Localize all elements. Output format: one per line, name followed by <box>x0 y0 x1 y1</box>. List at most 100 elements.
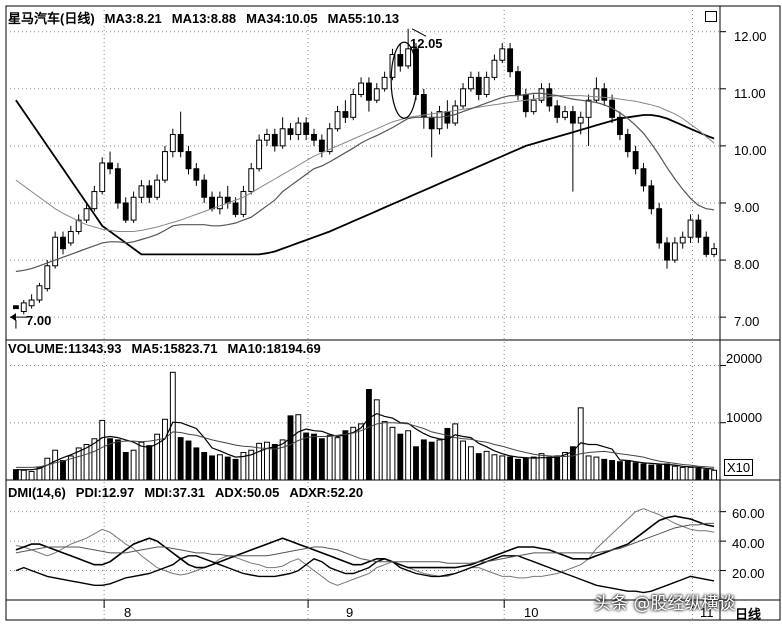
candle-body <box>311 133 317 141</box>
candle-body <box>240 191 247 215</box>
volume-panel-header: VOLUME:11343.93 MA5:15823.71 MA10:18194.69 <box>8 341 331 356</box>
price-panel-header: 星马汽车(日线) MA3:8.21 MA13:8.88 MA34:10.05 MA55:… <box>8 8 409 27</box>
candle-body <box>60 236 66 250</box>
volume-bar <box>656 464 663 481</box>
price-tick-12: 12.00 <box>734 29 767 44</box>
volume-bar <box>671 465 678 481</box>
volume-bar <box>122 452 129 481</box>
volume-bar <box>107 438 113 481</box>
candle-body <box>99 162 106 193</box>
candle-body <box>507 48 514 73</box>
candle-body <box>154 179 161 198</box>
mdi-line <box>15 555 715 594</box>
ma13-line <box>15 92 715 273</box>
volume-bar <box>342 430 349 481</box>
ma3-label: MA3:8.21 <box>104 11 162 26</box>
candle-body <box>295 122 302 135</box>
volume-bar <box>460 440 466 481</box>
vol-ma10-label: MA10:18194.69 <box>227 341 321 356</box>
candle-body <box>522 93 529 113</box>
volume-bar <box>318 438 325 481</box>
candle-body <box>515 71 521 95</box>
volume-bar <box>185 440 192 481</box>
candle-body <box>44 265 51 290</box>
volume-bar <box>491 454 498 481</box>
volume-bar <box>28 470 35 481</box>
volume-bar <box>420 439 427 481</box>
volume-tick-20000: 20000 <box>726 351 763 366</box>
volume-bar <box>52 449 59 481</box>
volume-bar <box>585 455 592 481</box>
candle-body <box>554 105 561 118</box>
volume-bar <box>711 469 718 481</box>
price-tick-11: 11.00 <box>734 86 766 101</box>
volume-bar <box>334 437 341 481</box>
candle-body <box>538 88 545 101</box>
volume-bar <box>413 446 419 481</box>
candle-body <box>593 88 600 101</box>
period-label: 日线 <box>735 607 762 622</box>
pdi-label: PDI:12.97 <box>75 485 135 500</box>
candle-body <box>656 208 663 244</box>
dmi-tick-20: 20.00 <box>732 566 765 581</box>
volume-bar <box>475 453 482 481</box>
volume-bar <box>358 423 365 481</box>
ma55-label: MA55:10.13 <box>327 11 400 26</box>
volume-bar <box>499 455 506 481</box>
watermark: 头条 @股经纵横谈 <box>594 594 736 614</box>
price-tick-8: 8.00 <box>734 257 760 272</box>
candle-body <box>687 219 694 238</box>
volume-bar <box>287 415 294 481</box>
volume-bar <box>609 460 616 481</box>
candle-body <box>601 88 608 101</box>
panel-toggle-box[interactable] <box>705 11 717 22</box>
volume-bar <box>240 452 247 481</box>
candle-body <box>358 82 365 95</box>
candle-body <box>75 219 82 233</box>
volume-bar <box>515 458 521 481</box>
volume-title: VOLUME:11343.93 <box>8 341 122 356</box>
volume-bar <box>130 449 137 481</box>
candle-body <box>28 299 35 307</box>
dmi-panel-header: DMI(14,6) PDI:12.97 MDI:37.31 ADX:50.05 ADXR… <box>8 485 373 500</box>
price-tick-10: 10.00 <box>734 143 767 158</box>
volume-bar <box>679 466 686 481</box>
volume-ma5-line <box>15 412 715 471</box>
price-tick-9: 9.00 <box>734 200 760 215</box>
candle-body <box>177 133 184 153</box>
candle-body <box>91 191 98 210</box>
candle-body <box>248 168 255 193</box>
mdi-label: MDI:37.31 <box>144 485 206 500</box>
candle-body <box>83 208 90 221</box>
candle-body <box>475 76 482 95</box>
volume-bar <box>99 419 106 481</box>
candle-body <box>530 99 537 113</box>
candle-body <box>671 242 678 261</box>
volume-bar <box>154 433 161 481</box>
candle-body <box>256 139 263 170</box>
candle-body <box>114 168 121 204</box>
volume-bar <box>138 441 145 481</box>
candle-body <box>201 179 208 198</box>
candle-body <box>326 128 333 153</box>
volume-bar <box>311 433 317 481</box>
candle-body <box>67 231 74 244</box>
price-tick-7: 7.00 <box>734 314 760 329</box>
stock-title: 星马汽车(日线) <box>8 11 95 26</box>
candle-body <box>405 48 412 67</box>
x-tick-11: 11 <box>700 605 714 620</box>
volume-bar <box>146 445 153 481</box>
volume-ma10-line <box>15 422 715 468</box>
candle-body <box>420 93 427 118</box>
candle-body <box>703 236 710 255</box>
low-annotation: 7.00 <box>26 313 52 328</box>
volume-bar <box>114 439 121 481</box>
ma34-label: MA34:10.05 <box>246 11 318 26</box>
volume-bar <box>20 469 27 481</box>
volume-bar <box>279 439 286 481</box>
volume-bar <box>44 457 51 481</box>
candle-body <box>711 248 718 255</box>
volume-bar <box>664 463 670 481</box>
volume-bar <box>248 449 255 481</box>
candle-body <box>640 168 647 187</box>
